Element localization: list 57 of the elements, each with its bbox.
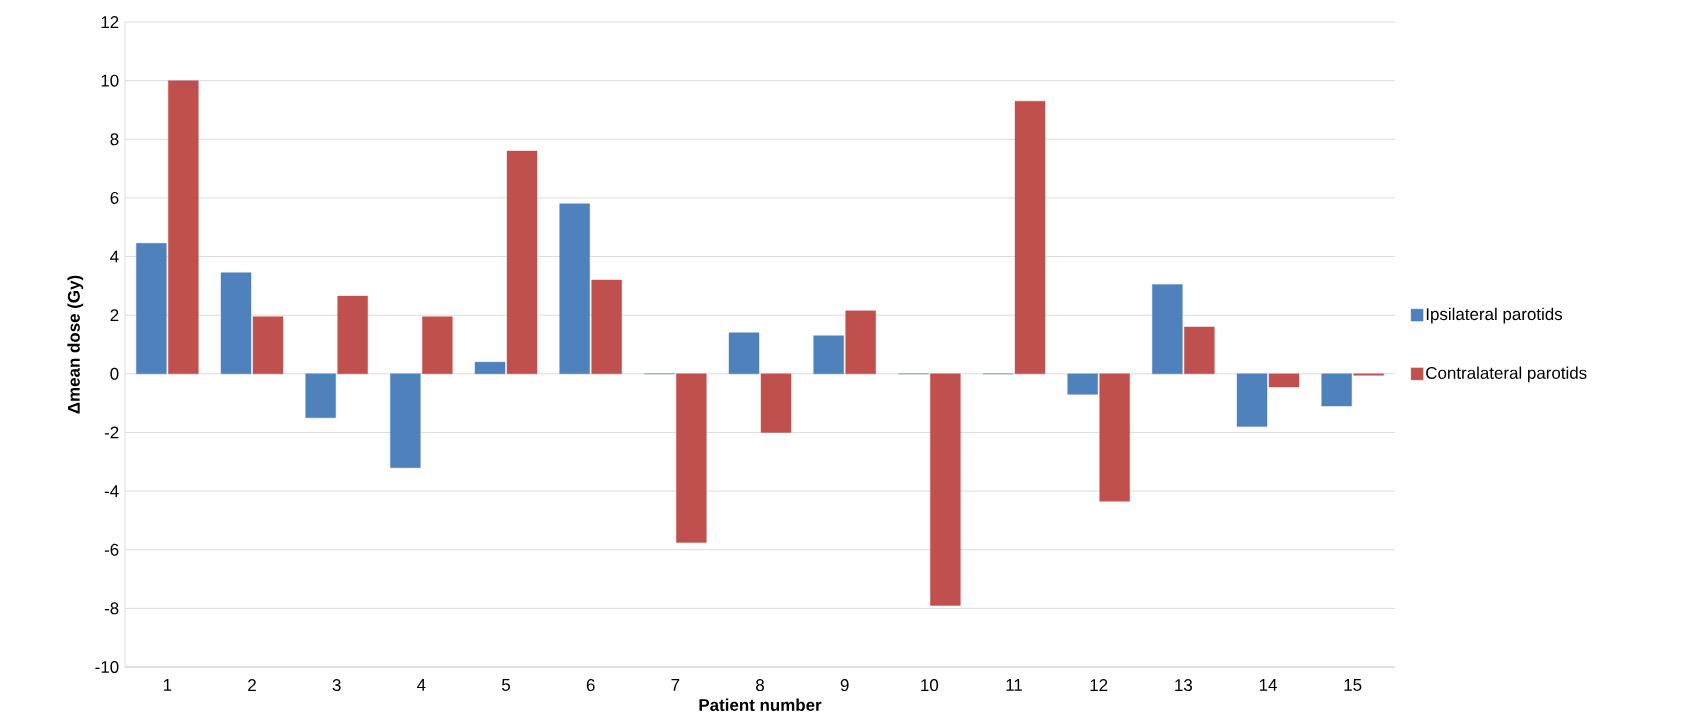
y-tick-label: -8	[104, 602, 119, 615]
bar	[813, 335, 844, 375]
x-tick-label: 1	[163, 679, 172, 691]
bar	[220, 272, 252, 375]
y-tick-label: 0	[110, 367, 119, 380]
x-tick-label: 12	[1090, 679, 1108, 691]
y-tick-label: 6	[110, 191, 119, 204]
x-tick-label: 7	[671, 679, 680, 691]
y-tick-label: 4	[110, 250, 119, 263]
x-tick-label: 10	[921, 679, 939, 692]
x-tick-label: 8	[756, 679, 764, 692]
y-tick-label: -2	[104, 426, 119, 439]
bar	[1014, 100, 1046, 375]
bar	[1099, 373, 1130, 502]
bar	[930, 373, 961, 606]
bar	[506, 150, 538, 375]
y-axis-title: Δmean dose (Gy)	[67, 275, 84, 414]
x-axis-title: Patient number	[699, 698, 822, 712]
bar	[168, 80, 199, 375]
y-tick-label: -10	[95, 661, 119, 673]
bar	[1184, 326, 1215, 375]
x-tick-label: 14	[1259, 679, 1277, 691]
y-tick-label: -6	[104, 543, 119, 556]
bar	[1321, 373, 1352, 407]
x-tick-label: 13	[1175, 679, 1193, 692]
x-tick-label: 11	[1006, 679, 1022, 691]
bar	[252, 316, 284, 375]
y-tick-label: -4	[104, 485, 119, 497]
bar	[474, 361, 506, 375]
bar	[591, 279, 622, 375]
y-tick-label: 12	[101, 16, 119, 28]
bar	[390, 373, 421, 468]
x-tick-label: 4	[417, 679, 426, 691]
bar	[676, 373, 707, 543]
x-tick-label: 2	[248, 679, 256, 691]
legend-label: Contralateral parotids	[1426, 366, 1587, 383]
y-tick-label: 8	[110, 133, 119, 146]
x-tick-label: 15	[1344, 679, 1362, 691]
bar	[760, 373, 792, 433]
y-tick-label: 2	[110, 309, 119, 322]
bar	[136, 243, 167, 375]
bar	[1236, 373, 1268, 427]
bar	[845, 310, 876, 375]
bar	[1152, 284, 1183, 375]
bar	[337, 295, 368, 375]
legend-label: Ipsilateral parotids	[1426, 307, 1563, 324]
x-tick-label: 9	[840, 679, 849, 692]
x-tick-label: 3	[332, 679, 341, 692]
bar	[559, 203, 590, 375]
bar	[422, 316, 453, 375]
bar	[305, 373, 336, 418]
x-tick-label: 5	[501, 679, 510, 691]
bar	[728, 332, 760, 375]
y-tick-label: 10	[101, 74, 119, 87]
x-tick-label: 6	[586, 679, 595, 692]
bar	[1268, 373, 1300, 388]
bar	[1067, 373, 1098, 395]
